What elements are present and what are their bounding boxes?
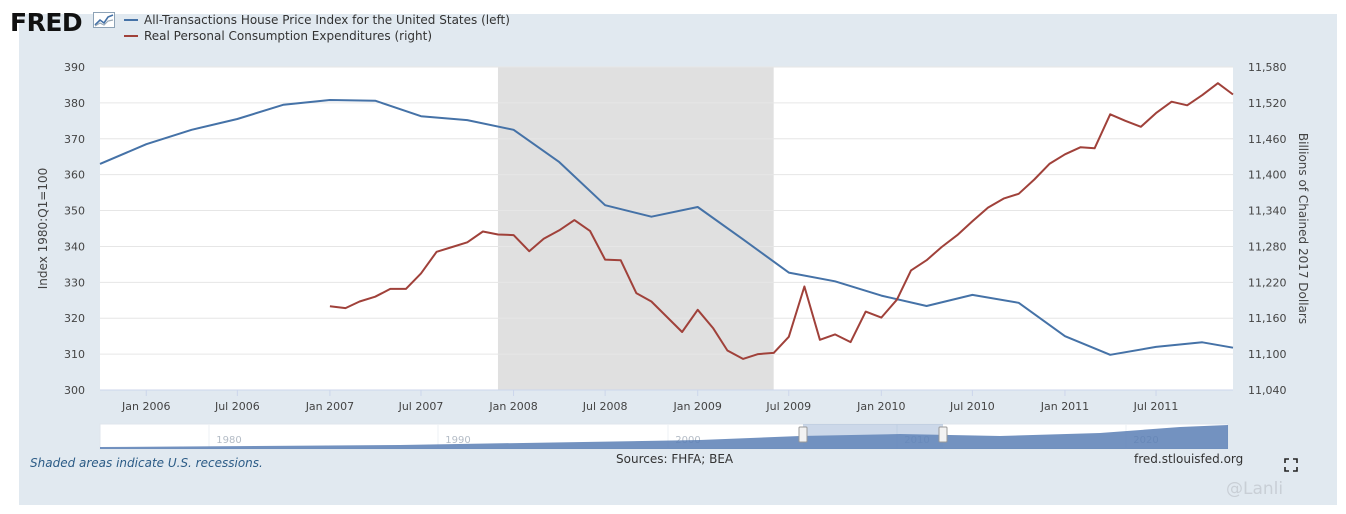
y-left-tick-label: 300 bbox=[64, 384, 85, 397]
x-tick-label: Jan 2007 bbox=[305, 400, 354, 413]
navigator-series-area bbox=[100, 425, 1228, 449]
line-chart-icon bbox=[93, 12, 115, 28]
navigator-year-label: 1990 bbox=[445, 435, 470, 446]
y-left-tick-label: 380 bbox=[64, 97, 85, 110]
watermark: @Lanli bbox=[1226, 479, 1284, 499]
y-right-tick-label: 11,040 bbox=[1248, 384, 1287, 397]
y-left-tick-label: 320 bbox=[64, 312, 85, 325]
y-left-tick-label: 390 bbox=[64, 61, 85, 74]
series-line-consumption bbox=[329, 82, 1234, 360]
fred-logo[interactable]: FRED bbox=[10, 8, 83, 37]
y-right-tick-label: 11,520 bbox=[1248, 97, 1287, 110]
x-tick-label: Jan 2006 bbox=[121, 400, 170, 413]
legend-item-consumption[interactable]: Real Personal Consumption Expenditures (… bbox=[124, 28, 510, 44]
navigator-handle[interactable] bbox=[798, 426, 808, 443]
x-tick-label: Jan 2010 bbox=[856, 400, 905, 413]
y-right-tick-label: 11,340 bbox=[1248, 205, 1287, 218]
y-right-tick-label: 11,280 bbox=[1248, 240, 1287, 253]
x-tick-label: Jul 2011 bbox=[1133, 400, 1179, 413]
x-tick-label: Jan 2011 bbox=[1040, 400, 1089, 413]
navigator-year-label: 1980 bbox=[216, 435, 241, 446]
y-right-tick-label: 11,400 bbox=[1248, 169, 1287, 182]
legend-item-house-price[interactable]: All-Transactions House Price Index for t… bbox=[124, 12, 510, 28]
site-url[interactable]: fred.stlouisfed.org bbox=[1134, 452, 1244, 466]
y-left-tick-label: 330 bbox=[64, 276, 85, 289]
series-line-house-price bbox=[99, 99, 1234, 356]
y-left-axis-title: Index 1980:Q1=100 bbox=[36, 168, 50, 289]
y-left-tick-label: 310 bbox=[64, 348, 85, 361]
recession-band bbox=[497, 67, 774, 390]
y-left-tick-label: 340 bbox=[64, 240, 85, 253]
x-tick-label: Jul 2009 bbox=[765, 400, 811, 413]
x-tick-label: Jan 2009 bbox=[672, 400, 721, 413]
x-tick-label: Jan 2008 bbox=[488, 400, 537, 413]
legend-label-consumption: Real Personal Consumption Expenditures (… bbox=[144, 29, 433, 43]
x-tick-label: Jul 2007 bbox=[398, 400, 444, 413]
navigator-handle[interactable] bbox=[938, 426, 948, 443]
x-tick-label: Jul 2008 bbox=[582, 400, 628, 413]
x-tick-label: Jul 2010 bbox=[949, 400, 995, 413]
legend-swatch-red bbox=[124, 35, 138, 37]
navigator-selected-range[interactable] bbox=[803, 424, 943, 449]
y-right-tick-label: 11,580 bbox=[1248, 61, 1287, 74]
y-right-tick-label: 11,160 bbox=[1248, 312, 1287, 325]
legend-label-house-price: All-Transactions House Price Index for t… bbox=[144, 13, 510, 27]
fullscreen-icon[interactable] bbox=[1284, 458, 1298, 472]
recession-note: Shaded areas indicate U.S. recessions. bbox=[30, 456, 263, 470]
y-right-tick-label: 11,100 bbox=[1248, 348, 1287, 361]
y-left-tick-label: 360 bbox=[64, 169, 85, 182]
y-right-tick-label: 11,220 bbox=[1248, 276, 1287, 289]
sources-text: Sources: FHFA; BEA bbox=[616, 452, 734, 466]
x-tick-label: Jul 2006 bbox=[214, 400, 260, 413]
chart-legend: All-Transactions House Price Index for t… bbox=[124, 12, 510, 44]
y-right-tick-label: 11,460 bbox=[1248, 133, 1287, 146]
y-left-tick-label: 350 bbox=[64, 205, 85, 218]
y-left-tick-label: 370 bbox=[64, 133, 85, 146]
y-right-axis-title: Billions of Chained 2017 Dollars bbox=[1296, 133, 1310, 324]
legend-swatch-blue bbox=[124, 19, 138, 21]
